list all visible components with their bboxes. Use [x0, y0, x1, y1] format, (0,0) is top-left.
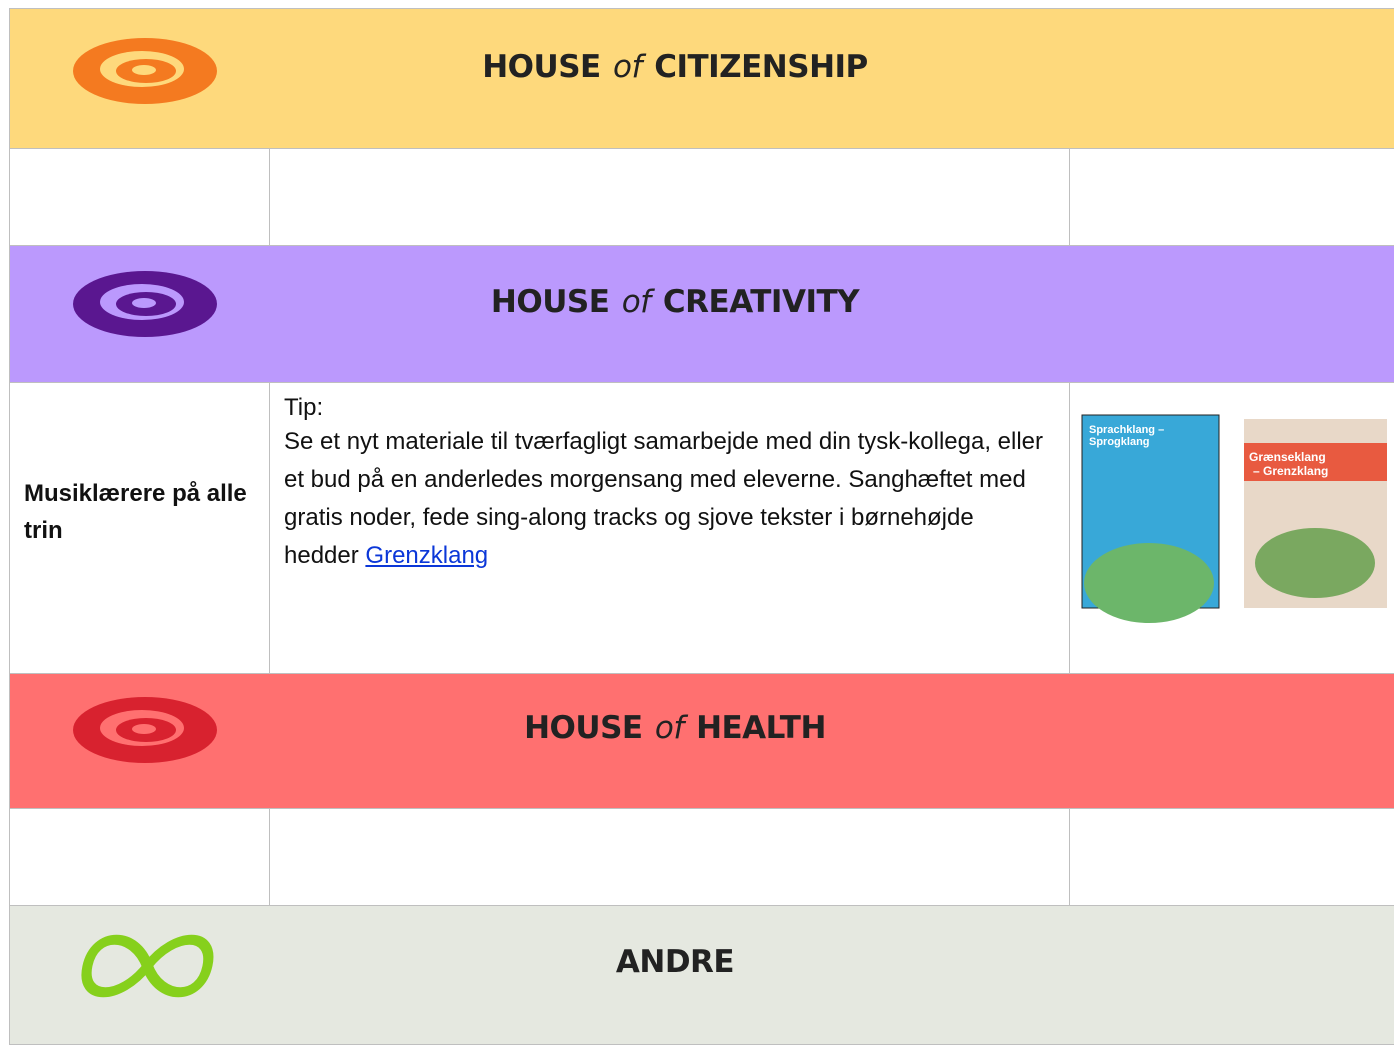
- title-prefix: HOUSE: [490, 284, 610, 320]
- cover-title: – Grenzklang: [1253, 464, 1328, 478]
- logo: [73, 271, 217, 337]
- logo: [81, 934, 214, 998]
- title-name: CITIZENSHIP: [654, 49, 868, 85]
- cover-title: Grænseklang: [1249, 450, 1326, 464]
- title-prefix: HOUSE: [524, 710, 643, 746]
- title-of: of: [621, 284, 651, 320]
- section-band: HOUSE of HEALTH: [9, 673, 1394, 809]
- section-band: HOUSE of CREATIVITY: [9, 245, 1394, 383]
- section-title: ANDRE: [390, 944, 960, 980]
- tip: Tip: Se et nyt materiale til tværfagligt…: [284, 393, 1054, 575]
- link[interactable]: Grenzklang: [365, 542, 489, 569]
- title-name: ANDRE: [615, 944, 735, 980]
- row: Musiklærere på alle trin Tip: Se et nyt …: [9, 383, 1394, 673]
- title-name: CREATIVITY: [662, 284, 860, 320]
- tip-text: Se et nyt materiale til tværfagligt sama…: [284, 428, 1043, 569]
- audience: Musiklærere på alle trin: [24, 480, 247, 544]
- tip-label: Tip:: [284, 394, 324, 421]
- row: [9, 149, 1394, 245]
- title-prefix: HOUSE: [482, 49, 601, 85]
- cover-title: Sprachklang –: [1089, 424, 1164, 436]
- section-title: HOUSE of CITIZENSHIP: [390, 49, 960, 85]
- logo: [73, 697, 217, 763]
- cell: [10, 809, 270, 905]
- cover-title: Sprogklang: [1089, 436, 1150, 448]
- cell: Musiklærere på alle trin: [10, 383, 270, 673]
- title-of: of: [654, 710, 684, 746]
- logo: [73, 38, 217, 104]
- section-title: HOUSE of HEALTH: [390, 710, 960, 746]
- cell: [10, 149, 270, 245]
- row: [9, 809, 1394, 905]
- section-title: HOUSE of CREATIVITY: [390, 284, 960, 320]
- cell: Tip: Se et nyt materiale til tværfagligt…: [269, 383, 1070, 673]
- section-band: HOUSE of CITIZENSHIP: [9, 8, 1394, 149]
- cell: Sprachklang – Sprogklang Grænseklang – G…: [1069, 383, 1394, 673]
- title-of: of: [613, 49, 642, 85]
- cell: [269, 149, 1070, 245]
- title-name: HEALTH: [696, 710, 826, 746]
- cell: [269, 809, 1070, 905]
- covers: Sprachklang – Sprogklang Grænseklang – G…: [1081, 414, 1387, 623]
- section-band: ANDRE: [9, 905, 1394, 1045]
